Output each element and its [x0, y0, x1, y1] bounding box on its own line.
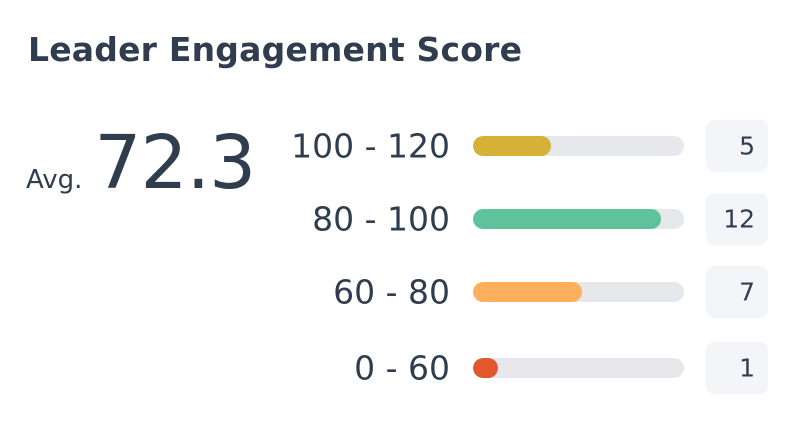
- bar-fill: [473, 282, 583, 302]
- bar-fill: [473, 209, 661, 229]
- count-value: 7: [739, 277, 755, 307]
- score-range-label: 0 - 60: [354, 348, 450, 388]
- bar-track: [473, 282, 684, 302]
- average-label: Avg.: [26, 165, 83, 195]
- score-range-label: 100 - 120: [291, 126, 450, 166]
- card-title: Leader Engagement Score: [28, 30, 523, 69]
- score-row: 80 - 100 12: [0, 192, 800, 246]
- bar-fill: [473, 358, 499, 378]
- count-value: 5: [739, 131, 755, 161]
- score-range-label: 80 - 100: [312, 199, 450, 239]
- bar-track: [473, 136, 684, 156]
- score-row: 0 - 60 1: [0, 341, 800, 395]
- bar-track: [473, 358, 684, 378]
- count-badge: 1: [706, 342, 768, 394]
- count-value: 12: [723, 204, 755, 234]
- bar-track: [473, 209, 684, 229]
- count-badge: 12: [706, 193, 768, 245]
- count-badge: 5: [706, 120, 768, 172]
- count-value: 1: [739, 353, 755, 383]
- average-block: Avg. 72.3: [26, 120, 256, 220]
- count-badge: 7: [706, 266, 768, 318]
- bar-fill: [473, 136, 552, 156]
- average-value: 72.3: [94, 120, 256, 206]
- score-range-label: 60 - 80: [333, 272, 450, 312]
- score-row: 60 - 80 7: [0, 265, 800, 319]
- score-row: 100 - 120 5: [0, 119, 800, 173]
